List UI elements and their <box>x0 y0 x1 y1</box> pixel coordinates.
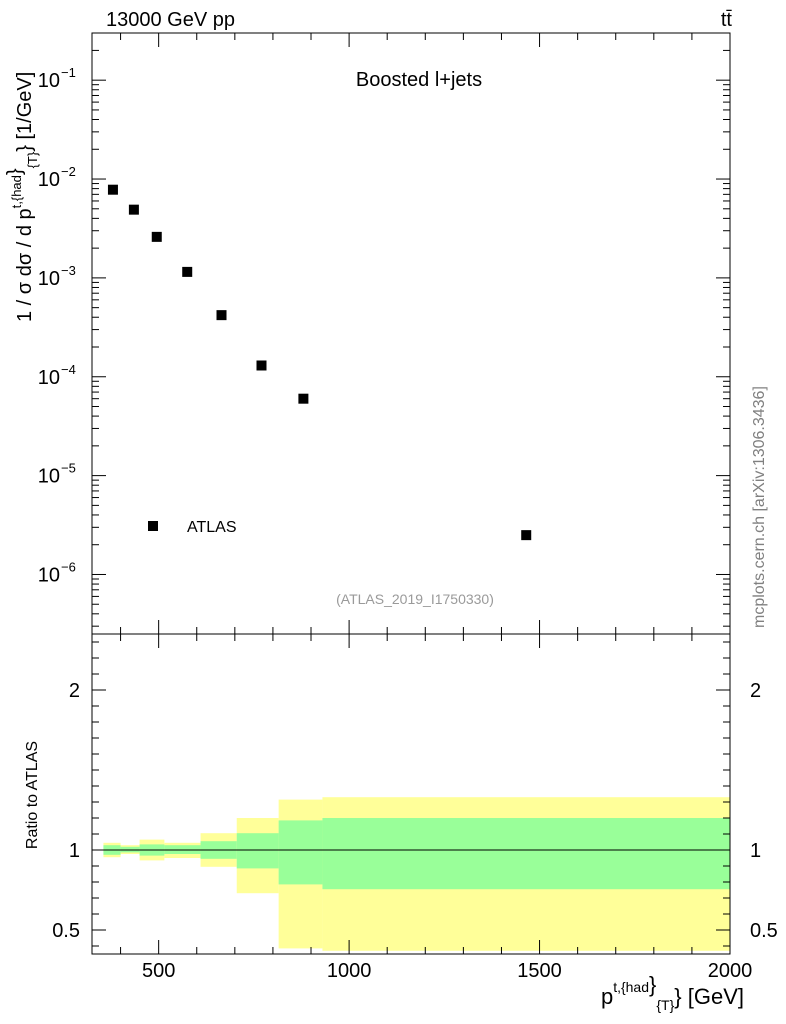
ratio-bands <box>103 797 730 951</box>
x-label-main: p <box>601 984 613 1009</box>
ratio-inner-band <box>322 818 730 890</box>
data-point <box>298 393 309 404</box>
main-y-tick-label: 10 <box>38 268 60 290</box>
x-label-unit: } [GeV] <box>674 984 744 1009</box>
ratio-frame <box>91 633 731 955</box>
data-point <box>107 184 118 195</box>
main-frame <box>91 32 731 635</box>
data-point <box>182 266 193 277</box>
main-y-tick-exponent: −6 <box>61 559 76 574</box>
data-point <box>128 204 139 215</box>
y-label-close: } <box>4 168 26 175</box>
main-y-tick-label: 10 <box>38 70 60 92</box>
main-y-axis-label: 1 / σ dσ / d pt,{had}{T}} [1/GeV] <box>4 72 40 322</box>
ratio-axis-ticks <box>92 634 731 954</box>
ratio-inner-band <box>278 820 323 885</box>
main-panel: Boosted l+jets 10−610−510−410−310−210−1 … <box>4 32 731 635</box>
legend-marker <box>148 521 158 531</box>
main-y-tick-label: 10 <box>38 466 60 488</box>
data-markers <box>107 184 532 541</box>
main-y-tick-exponent: −3 <box>61 263 76 278</box>
y-label-main: 1 / σ dσ / d p <box>14 208 36 322</box>
main-y-tick-label: 10 <box>38 169 60 191</box>
main-y-tick-labels: 10−610−510−410−310−210−1 <box>38 65 76 586</box>
ratio-y-tick-labels: 0.5 0.5 1 1 2 2 <box>52 680 778 942</box>
ratio-panel: 0.5 0.5 1 1 2 2 500 1000 1500 2000 Ratio to ATLA… <box>24 633 778 1013</box>
ratio-inner-band <box>236 833 279 869</box>
watermark: (ATLAS_2019_I1750330) <box>336 591 494 607</box>
ratio-y-tick-label-left: 2 <box>69 680 80 702</box>
main-axis-ticks <box>92 33 731 634</box>
y-label-unit: [1/GeV] <box>14 72 36 140</box>
ratio-y-tick-label-left: 1 <box>69 840 80 862</box>
data-point <box>256 360 267 371</box>
main-y-tick-exponent: −2 <box>61 164 76 179</box>
main-y-tick-exponent: −5 <box>61 461 76 476</box>
main-y-tick-exponent: −1 <box>61 65 76 80</box>
svg-text:1 / σ dσ / d pt,{had}{T}} [1/G: 1 / σ dσ / d pt,{had}{T}} [1/GeV] <box>4 72 40 322</box>
main-title: Boosted l+jets <box>356 69 482 91</box>
y-label-sub: {T} <box>25 151 40 168</box>
ratio-y-tick-label-left: 0.5 <box>52 920 80 942</box>
y-label-sup: t,{had <box>9 175 24 208</box>
x-tick-labels: 500 1000 1500 2000 <box>142 960 752 982</box>
x-label-sup: t,{had <box>613 979 649 995</box>
data-point <box>521 530 532 541</box>
x-label-sub: {T} <box>656 997 674 1013</box>
x-tick-label: 1500 <box>517 960 562 982</box>
ratio-y-tick-label-right: 0.5 <box>750 920 778 942</box>
x-tick-label: 1000 <box>327 960 372 982</box>
ratio-y-axis-label: Ratio to ATLAS <box>24 741 41 849</box>
main-y-tick-label: 10 <box>38 367 60 389</box>
ratio-y-tick-label-right: 1 <box>750 840 761 862</box>
energy-label: 13000 GeV pp <box>106 9 235 31</box>
data-point <box>151 231 162 242</box>
x-axis-label: pt,{had}{T}} [GeV] <box>601 972 744 1013</box>
svg-text:pt,{had}{T}} [GeV]: pt,{had}{T}} [GeV] <box>601 972 744 1013</box>
ratio-y-tick-label-right: 2 <box>750 680 761 702</box>
data-point <box>216 310 227 321</box>
process-label: tt̄ <box>721 9 733 31</box>
side-label: mcplots.cern.ch [arXiv:1306.3436] <box>751 386 768 628</box>
legend-label: ATLAS <box>187 519 237 536</box>
main-y-tick-label: 10 <box>38 564 60 586</box>
x-tick-label: 500 <box>142 960 175 982</box>
main-y-tick-exponent: −4 <box>61 362 76 377</box>
x-tick-label: 2000 <box>708 960 753 982</box>
